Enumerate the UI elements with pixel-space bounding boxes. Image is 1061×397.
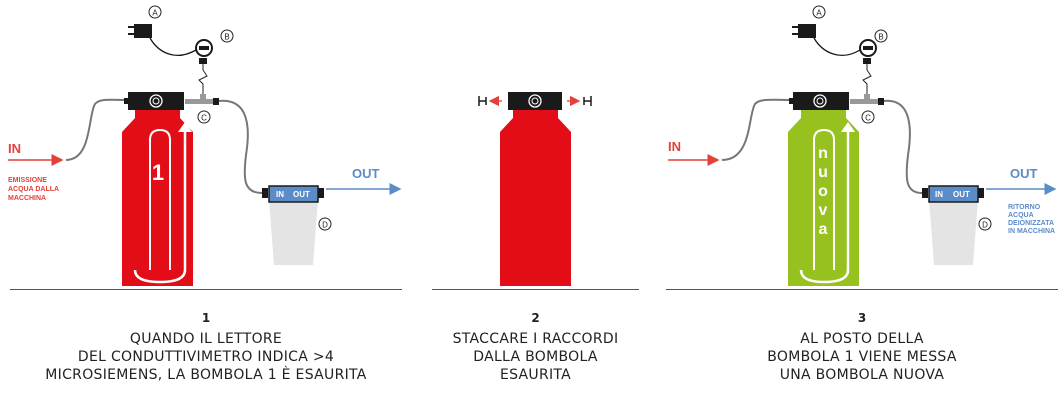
marker-b [874,29,888,43]
panel-3: IN n u o v a C B [668,5,1057,286]
in-label: IN [8,141,21,156]
svg-text:OUT: OUT [293,190,310,199]
svg-text:C: C [865,114,871,123]
flow-arrowhead [841,122,855,132]
flow-line [813,128,835,270]
bottle-head [508,92,562,110]
power-adapter-icon [798,24,816,38]
svg-text:D: D [322,221,328,230]
in-caption: EMISSIONE ACQUA DALLA MACCHINA [8,177,61,202]
bottle-label-nuova: n u o v a [818,145,828,238]
svg-text:v: v [819,202,828,219]
power-cable [813,37,861,56]
inlet-hose [65,98,129,161]
bottle-head [793,92,849,110]
svg-text:o: o [818,183,828,200]
svg-text:A: A [816,9,822,18]
marker-c [197,110,211,124]
step-1-number: 1 [201,311,211,325]
marker-d [318,217,332,231]
svg-text:a: a [819,221,828,238]
svg-text:OUT: OUT [953,190,970,199]
step-1-text: QUANDO IL LETTORE DEL CONDUTTIVIMETRO IN… [45,331,367,383]
flow-arrowhead [178,122,192,132]
svg-text:C: C [201,114,207,123]
bottle-new [788,110,859,286]
probe-c [185,99,213,104]
probe-cable [198,62,208,94]
svg-text:u: u [818,164,828,181]
inlet-hose [721,98,793,161]
svg-text:n: n [818,145,828,162]
in-label: IN [668,139,681,154]
out-label: OUT [1010,166,1038,181]
bottle-exhausted [500,110,571,286]
filter-cup [269,200,318,265]
marker-d [978,217,992,231]
bottle-1 [122,110,193,286]
marker-a [812,5,826,19]
filter-cup [929,200,978,265]
head-gauge-icon [813,94,827,108]
out-caption: RITORNO ACQUA DEIONIZZATA IN MACCHINA [1008,204,1056,235]
flow-line [149,128,171,270]
left-fitting-icon [478,96,487,106]
bottle-number: 1 [152,160,164,185]
marker-c [861,110,875,124]
svg-text:B: B [878,33,883,42]
inlet-fitting [124,98,130,104]
probe-cable [862,62,872,94]
step-3-text: AL POSTO DELLA BOMBOLA 1 VIENE MESSA UNA… [767,331,957,383]
svg-text:D: D [982,221,988,230]
svg-text:IN: IN [276,190,284,199]
right-fitting-icon [583,96,592,106]
divider-3 [666,289,1058,290]
outlet-hose [218,99,263,194]
panel-1: IN EMISSIONE ACQUA DALLA MACCHINA 1 C B [8,5,402,286]
probe-c [850,99,878,104]
svg-text:IN: IN [935,190,943,199]
flow-loop [133,125,187,284]
svg-text:B: B [224,33,229,42]
head-gauge-icon [149,94,163,108]
step-2-number: 2 [531,311,540,325]
divider-2 [432,289,639,290]
head-gauge-icon [528,94,542,108]
step-3-number: 3 [857,311,867,325]
divider-1 [10,289,402,290]
bottle-head [128,92,184,110]
marker-a [148,5,162,19]
svg-text:A: A [152,9,158,18]
outlet-hose [883,99,923,194]
power-adapter-icon [134,24,152,38]
flow-loop [799,125,850,284]
out-label: OUT [352,166,380,181]
power-cable [149,37,197,56]
marker-b [220,29,234,43]
step-2-text: STACCARE I RACCORDI DALLA BOMBOLA ESAURI… [452,331,619,383]
panel-2 [478,92,592,286]
outlet-fitting [213,98,219,105]
